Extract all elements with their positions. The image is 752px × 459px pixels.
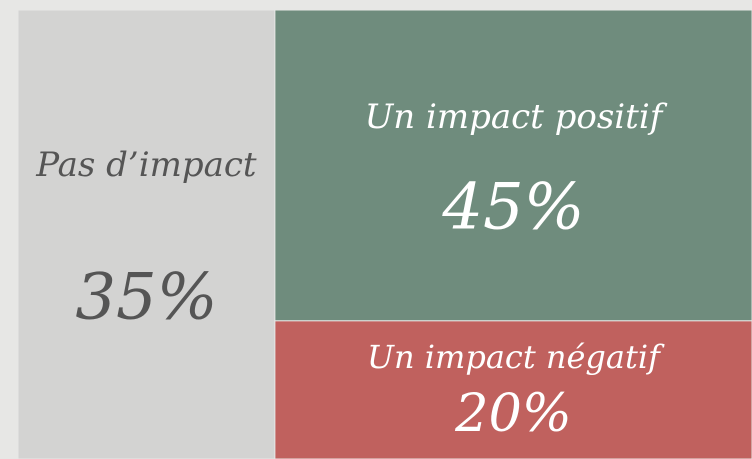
tile-label: Pas d’impact — [35, 145, 257, 185]
value-label: 35% — [75, 260, 217, 334]
tile — [17, 9, 276, 459]
tile-label: Un impact négatif — [367, 338, 665, 376]
value-label: 20% — [454, 383, 572, 444]
tile-label: Un impact positif — [365, 97, 668, 137]
tile — [274, 320, 752, 459]
tile — [274, 9, 752, 322]
value-label: 45% — [441, 171, 584, 245]
